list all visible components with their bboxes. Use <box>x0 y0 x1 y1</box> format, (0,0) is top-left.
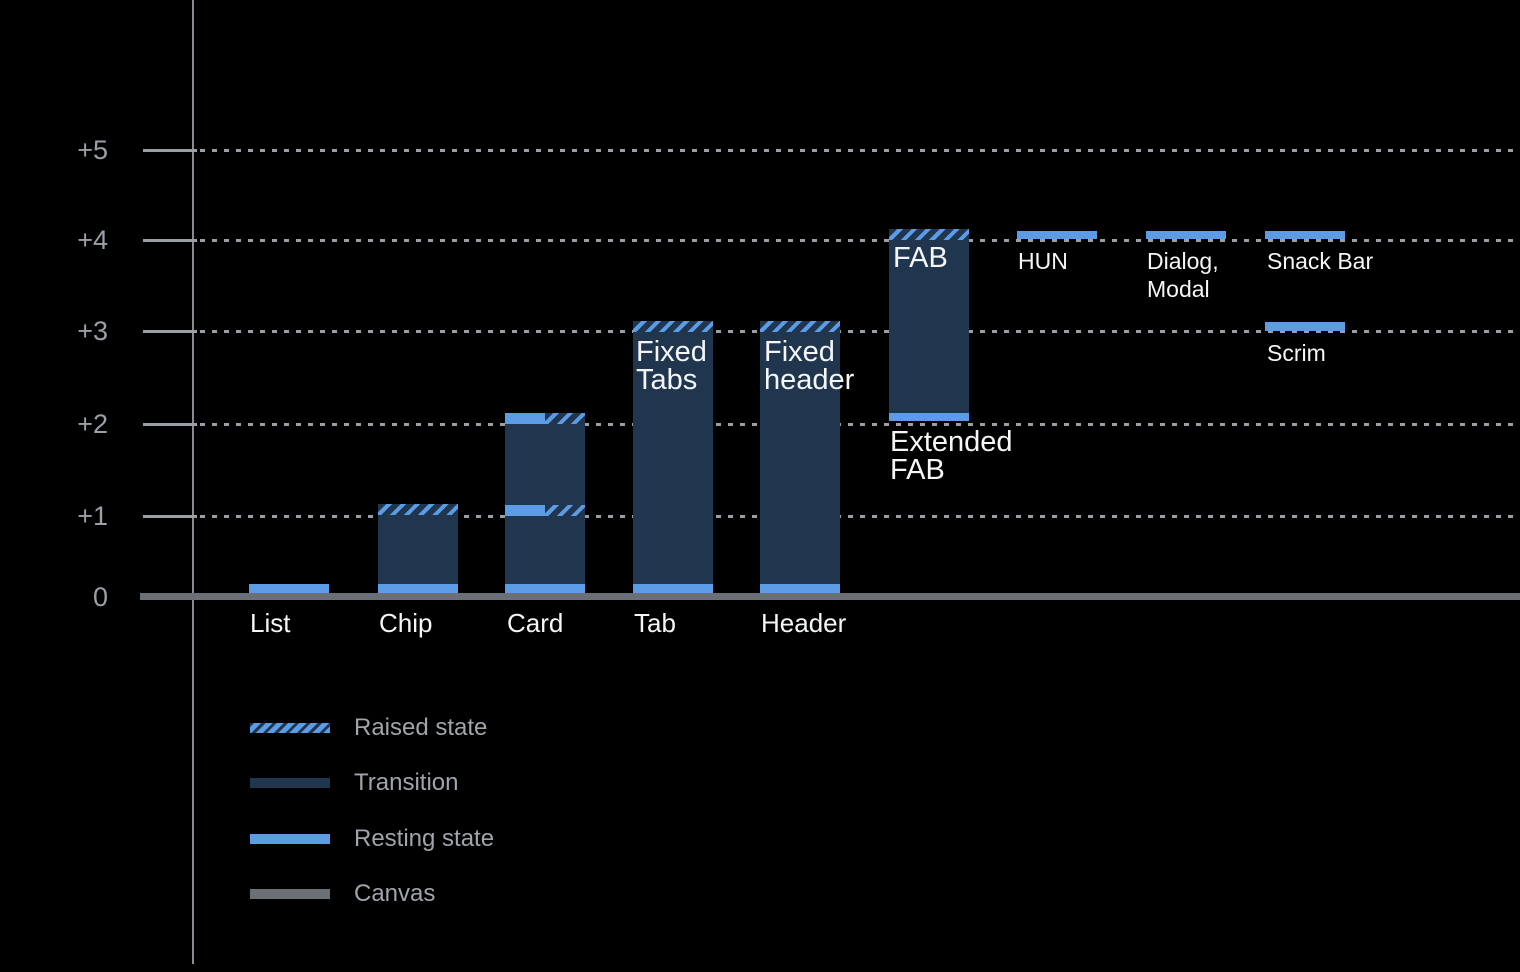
card-bar-raised <box>545 413 585 424</box>
chip-bar-resting <box>378 584 458 593</box>
ytick-label-plus5: +5 <box>77 135 108 165</box>
canvas-baseline <box>140 593 1520 600</box>
chip-bar-transition <box>378 515 458 584</box>
tick-plus2 <box>143 423 197 426</box>
snack-bar-label: Snack Bar <box>1267 248 1374 274</box>
header-bar-raised <box>760 321 840 332</box>
ytick-label-plus4: +4 <box>77 225 108 255</box>
tab-label: Tab <box>634 608 676 638</box>
tick-plus4 <box>143 239 197 242</box>
ytick-label-plus1: +1 <box>77 501 108 531</box>
legend-canvas-label: Canvas <box>354 880 436 907</box>
tab-bar-resting <box>633 584 713 593</box>
tick-plus1 <box>143 515 197 518</box>
chip-label: Chip <box>379 608 433 638</box>
card-bar-raised-resting <box>505 413 545 424</box>
fixed-tabs-label: Fixed Tabs <box>636 336 707 396</box>
hun-label: HUN <box>1018 248 1068 274</box>
legend-raised-swatch <box>250 723 330 733</box>
gridline-plus1 <box>200 515 1520 518</box>
gridline-plus2 <box>200 423 1520 426</box>
dialog-modal-label: Dialog, Modal <box>1147 248 1219 302</box>
legend-transition-swatch <box>250 778 330 788</box>
gridline-plus5 <box>200 149 1520 152</box>
tick-plus5 <box>143 149 197 152</box>
fab-bar-transition <box>889 240 969 413</box>
header-bar-transition <box>760 332 840 584</box>
fab-label: FAB <box>893 242 948 274</box>
legend-transition-label: Transition <box>354 769 459 796</box>
fixed-header-label: Fixed header <box>764 336 855 396</box>
tab-bar-transition <box>633 332 713 584</box>
list-bar-resting <box>249 584 329 593</box>
card-bar-transition-lower <box>505 516 585 584</box>
fab-bar-raised <box>889 229 969 240</box>
hun-bar-resting <box>1017 231 1097 239</box>
ytick-label-plus2: +2 <box>77 409 108 439</box>
header-label: Header <box>761 608 847 638</box>
list-label: List <box>250 608 291 638</box>
legend-resting-label: Resting state <box>354 825 495 852</box>
ytick-label-zero: 0 <box>92 582 108 612</box>
card-bar-transition-upper <box>505 424 585 505</box>
legend-raised-label: Raised state <box>354 714 488 741</box>
fab-bar-resting <box>889 413 969 421</box>
y-axis-line <box>192 0 194 964</box>
gridline-plus3 <box>200 330 1520 333</box>
dialog-modal-bar-resting <box>1146 231 1226 239</box>
legend-resting-swatch <box>250 834 330 844</box>
legend-canvas-swatch <box>250 889 330 899</box>
card-label: Card <box>507 608 564 638</box>
snack-bar-bar-resting <box>1265 231 1345 239</box>
card-bar-resting <box>505 584 585 593</box>
tab-bar-raised <box>633 321 713 332</box>
scrim-bar-resting <box>1265 322 1345 331</box>
ytick-label-plus3: +3 <box>77 316 108 346</box>
tick-plus3 <box>143 330 197 333</box>
card-bar-mid-raised <box>545 505 585 516</box>
header-bar-resting <box>760 584 840 593</box>
gridline-plus4 <box>200 239 1520 242</box>
scrim-label: Scrim <box>1267 340 1326 366</box>
card-bar-mid-resting <box>505 505 545 516</box>
extended-fab-label: Extended FAB <box>890 426 1013 486</box>
chip-bar-raised <box>378 504 458 515</box>
